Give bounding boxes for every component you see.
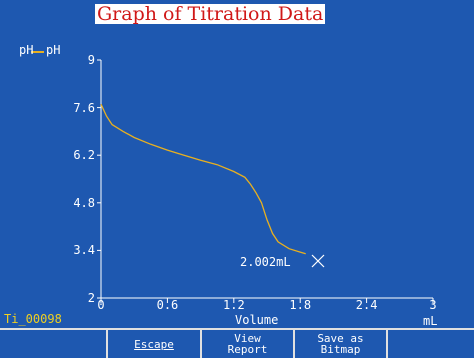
x-tick-label: 3 bbox=[429, 298, 437, 312]
save-as-bitmap-button-label: Save as Bitmap bbox=[317, 332, 364, 356]
x-tick-label: 0.6 bbox=[156, 298, 179, 312]
graph-title: Graph of Titration Data bbox=[95, 3, 326, 25]
y-tick-label: 7.6 bbox=[73, 100, 95, 115]
view-report-button[interactable]: View Report bbox=[200, 328, 293, 358]
x-tick-label: 1.2 bbox=[223, 298, 245, 312]
y-tick-label: 9 bbox=[87, 53, 95, 67]
empty-key-1 bbox=[0, 328, 106, 358]
y-tick-label: 2 bbox=[87, 291, 95, 305]
function-key-bar: Escape View Report Save as Bitmap bbox=[0, 328, 474, 358]
y-tick-label: 3.4 bbox=[73, 243, 95, 258]
cursor-readout: 2.002mL bbox=[240, 255, 291, 269]
cursor-x-marker bbox=[311, 254, 325, 268]
ph-curve-line bbox=[100, 103, 306, 255]
x-tick-label: 2.4 bbox=[355, 298, 378, 312]
y-tick-label: 6.2 bbox=[73, 148, 95, 163]
save-as-bitmap-button[interactable]: Save as Bitmap bbox=[293, 328, 386, 358]
legend-label: pH bbox=[46, 43, 61, 57]
escape-button[interactable]: Escape bbox=[106, 328, 200, 358]
x-tick-label: 0 bbox=[97, 298, 105, 312]
escape-button-label: Escape bbox=[134, 337, 174, 351]
y-axis-title: pH bbox=[19, 43, 34, 57]
x-tick-label: 1.8 bbox=[289, 298, 312, 312]
x-axis-title: Volume bbox=[235, 313, 279, 327]
view-report-button-label: View Report bbox=[227, 332, 268, 356]
file-id-label: Ti_00098 bbox=[4, 312, 62, 326]
empty-key-2 bbox=[386, 328, 474, 358]
x-unit-label: mL bbox=[423, 314, 438, 328]
y-tick-label: 4.8 bbox=[73, 195, 95, 210]
